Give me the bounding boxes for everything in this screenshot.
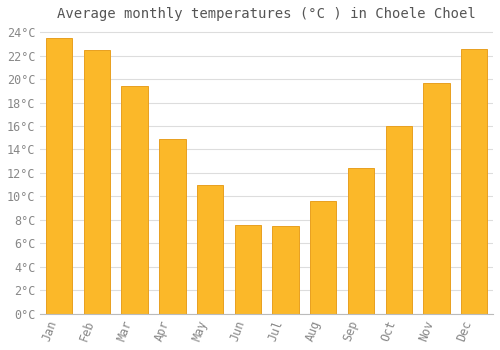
Bar (461, 49, 487, 314)
Bar (272, 226, 299, 314)
Bar (84, 50, 110, 314)
Title: Average monthly temperatures (°C ) in Choele Choel: Average monthly temperatures (°C ) in Ch… (58, 7, 476, 21)
Bar (122, 86, 148, 314)
Bar (159, 139, 186, 314)
Bar (310, 201, 336, 314)
Bar (234, 224, 261, 314)
Bar (424, 83, 450, 314)
Bar (386, 126, 412, 314)
Bar (348, 168, 374, 314)
Bar (197, 185, 224, 314)
Bar (46, 38, 72, 314)
